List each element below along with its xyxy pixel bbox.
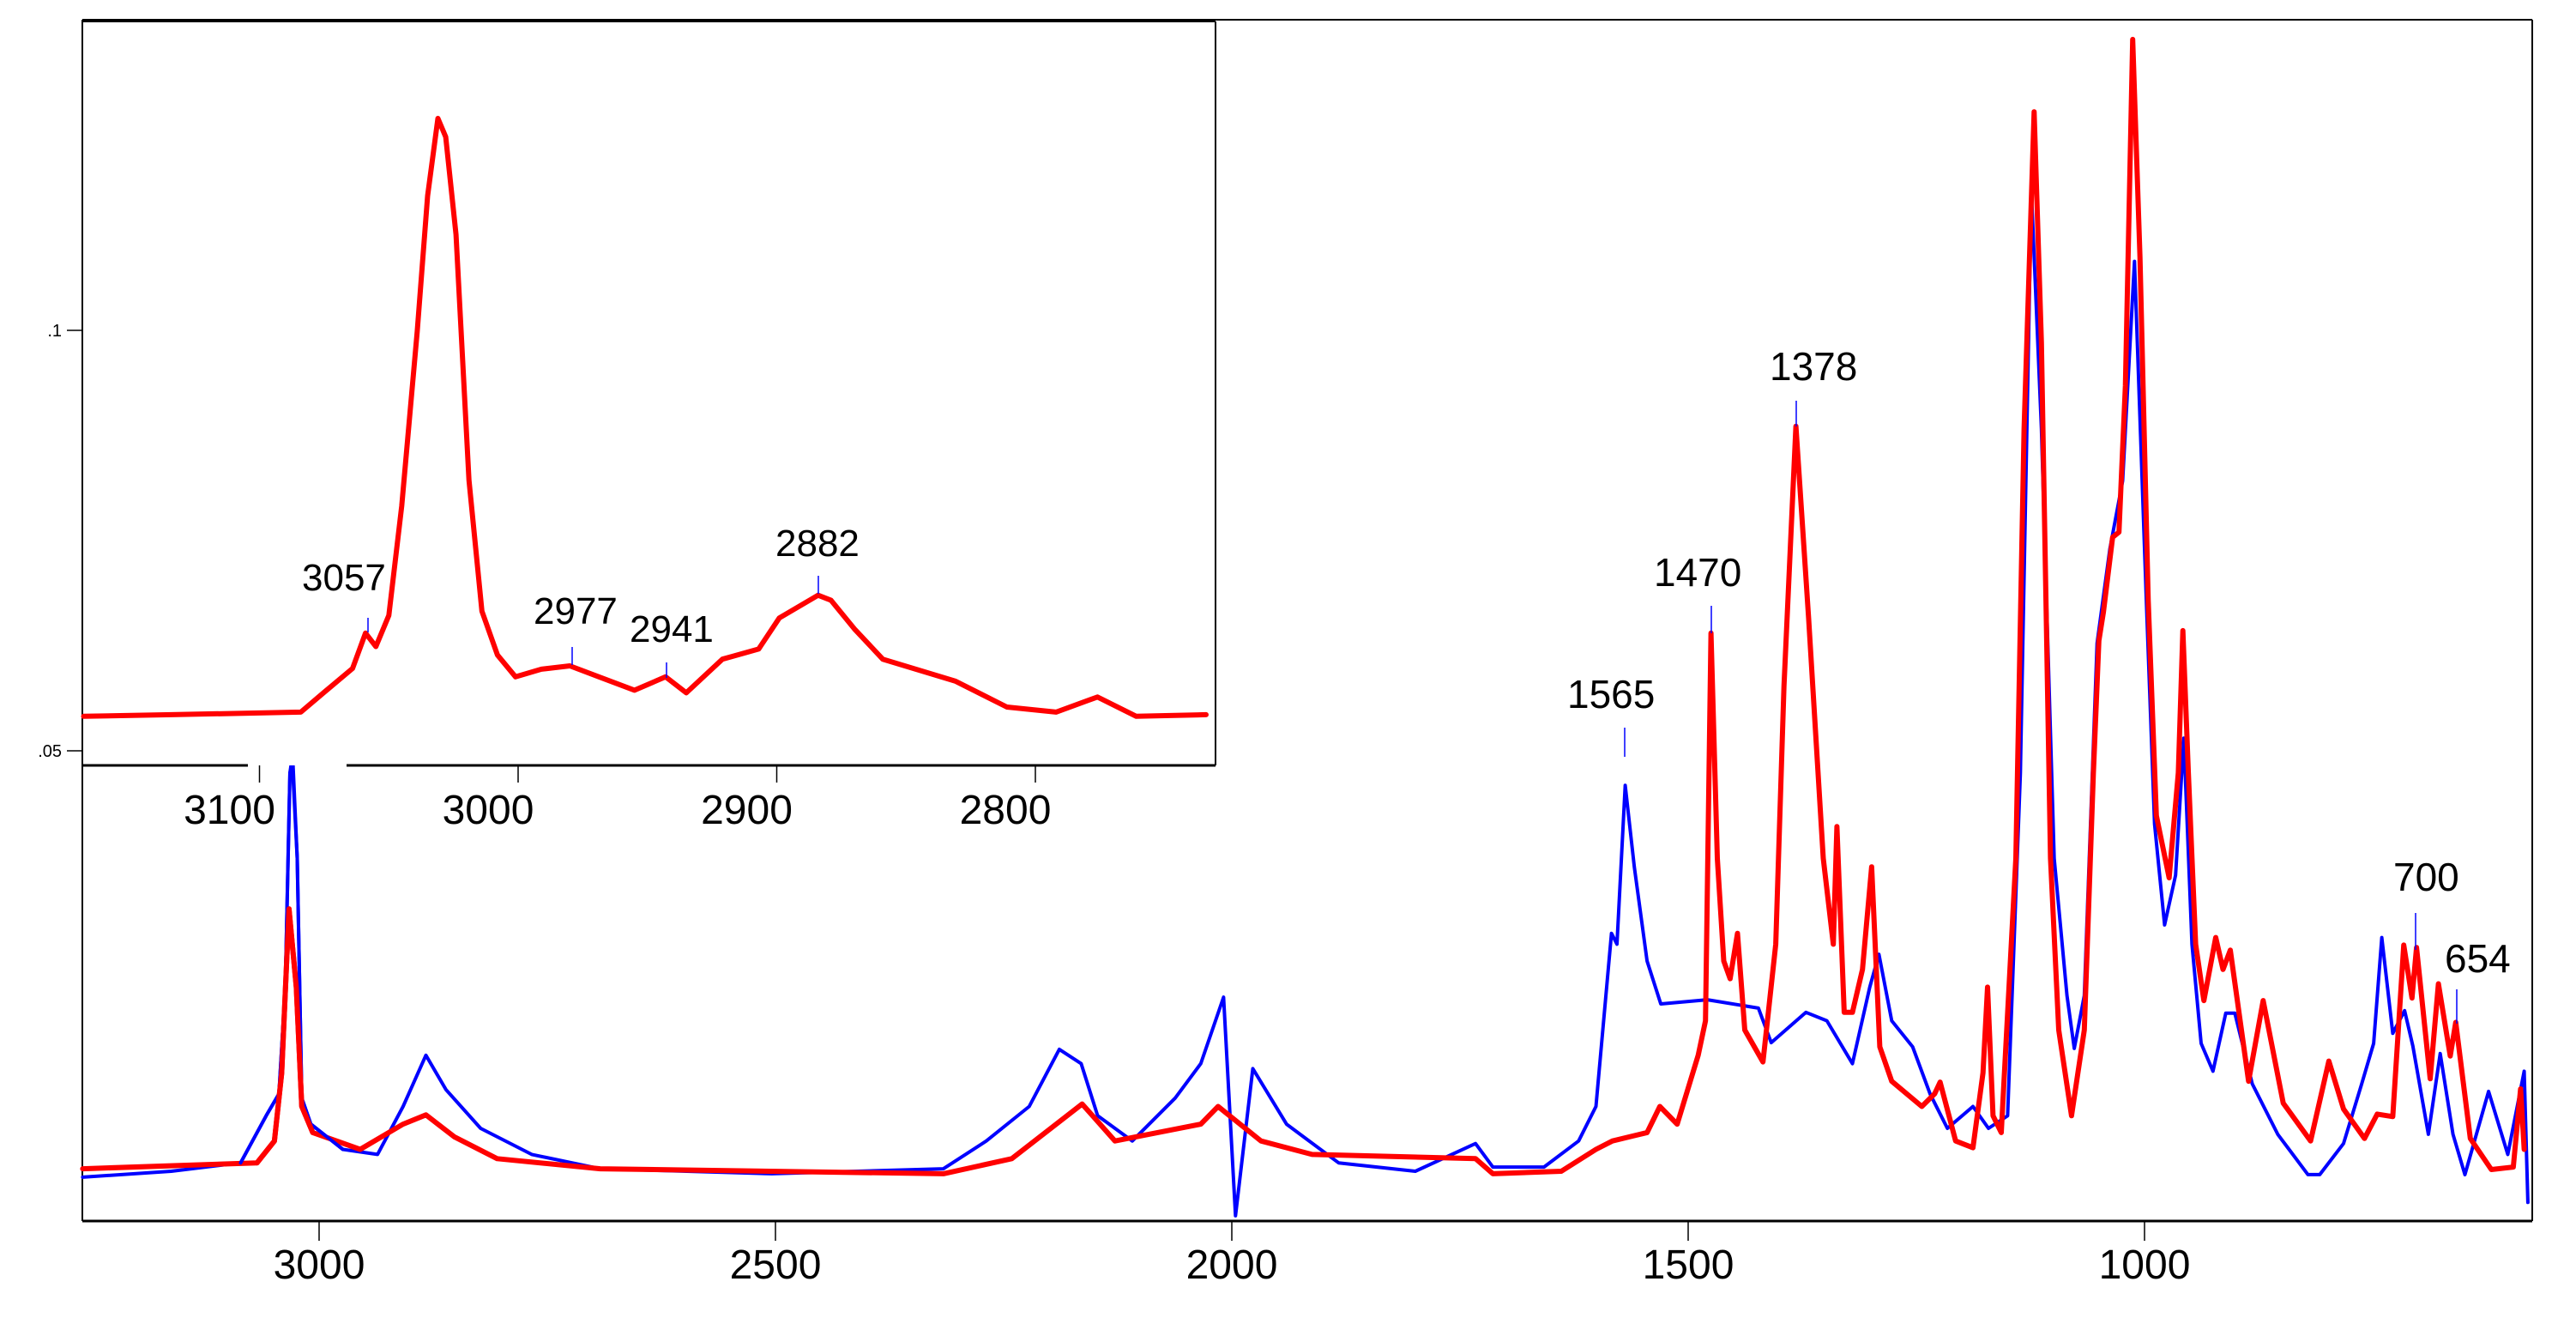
inset-background <box>83 21 1216 765</box>
peak-label: 1378 <box>1770 344 1857 389</box>
peak-label: 700 <box>2393 855 2459 899</box>
inset-peak-label: 2977 <box>534 590 618 632</box>
inset-x-ticks: 3100 3000 2900 2800 <box>184 765 1051 833</box>
main-peak-annotations: 1565 1470 1378 700 654 <box>1567 344 2511 1024</box>
y-tick-label: .1 <box>47 322 62 341</box>
x-tick-label: 2500 <box>730 1242 822 1288</box>
inset-red-spectrum-line <box>81 116 1209 719</box>
inset-x-tick-label: 3000 <box>443 788 534 833</box>
inset-peak-label: 2941 <box>630 608 714 650</box>
inset-plot: 3100 3000 2900 2800 3057 2977 2941 2882 <box>81 21 1216 833</box>
main-plot: 3000 2500 2000 1500 1000 .1 .05 1565 1470 1378 7… <box>38 19 2533 1288</box>
main-x-ticks: 3000 2500 2000 1500 1000 <box>274 1221 2191 1288</box>
blue-spectrum-line <box>81 189 2530 1218</box>
peak-tip-overlay <box>254 906 316 1166</box>
main-y-ticks: .1 .05 <box>38 322 82 761</box>
blue-peak-overlay <box>238 766 345 1166</box>
inset-x-tick-label: 2800 <box>960 788 1052 833</box>
peak-label: 1565 <box>1567 672 1655 716</box>
inset-peak-label: 3057 <box>302 557 386 599</box>
x-tick-label: 1000 <box>2099 1242 2191 1288</box>
inset-x-tick-label: 2900 <box>701 788 793 833</box>
inset-x-tick-label: 3100 <box>184 788 275 833</box>
main-series <box>80 36 2530 1218</box>
peak-label: 654 <box>2445 936 2511 981</box>
inset-peak-annotations: 3057 2977 2941 2882 <box>302 523 860 678</box>
x-tick-label: 3000 <box>274 1242 365 1288</box>
inset-series <box>81 116 1209 719</box>
x-tick-label: 1500 <box>1643 1242 1734 1288</box>
inset-peak-label: 2882 <box>775 523 860 565</box>
x-tick-label: 2000 <box>1186 1242 1278 1288</box>
red-spectrum-line <box>80 36 2527 1176</box>
y-tick-label: .05 <box>38 742 62 761</box>
peak-label: 1470 <box>1654 550 1741 595</box>
